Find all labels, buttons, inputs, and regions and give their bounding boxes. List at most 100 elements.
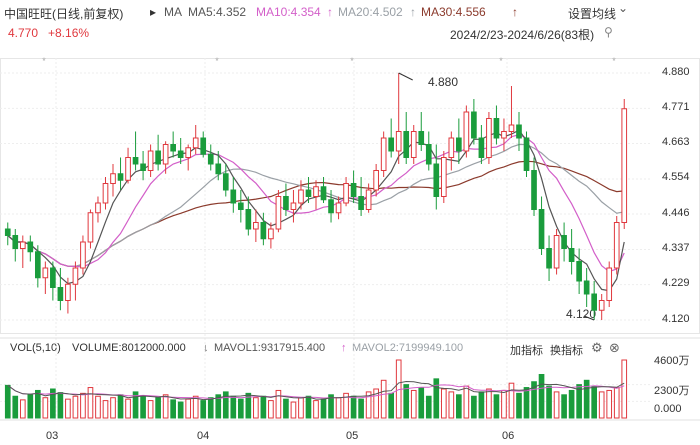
y-label-6: 4.229 (662, 277, 690, 289)
candle-body (350, 183, 357, 197)
candle-body (268, 228, 274, 240)
volume-bar (170, 399, 176, 419)
candle-body (230, 189, 237, 204)
vol-title: VOL(5,10) (10, 342, 61, 354)
candle-body (72, 267, 79, 285)
candle-body (170, 144, 176, 152)
volume-bar (501, 389, 507, 419)
volume-bar (448, 391, 455, 419)
volume-bar (200, 400, 207, 419)
candle-body (50, 267, 56, 288)
ma30-value: MA30:4.556 (421, 5, 486, 19)
volume-bar (486, 388, 492, 419)
volume-bar (621, 359, 628, 419)
mavol2-arrow: ↑ (341, 342, 347, 354)
price-change: +8.16% (48, 26, 90, 40)
close-icon[interactable]: ⊗ (609, 340, 620, 355)
candle-body (365, 189, 372, 210)
date-label-0: 03 (46, 430, 59, 442)
candle-body (305, 189, 312, 197)
mavol2-value: MAVOL2:7199949.100 (352, 342, 464, 354)
date-label-1: 04 (197, 430, 210, 442)
candle-body (117, 173, 124, 181)
ma10-arrow: ↑ (327, 5, 333, 19)
volume-bar (102, 400, 109, 419)
volume-bar (358, 398, 364, 419)
gear-icon[interactable]: ⚙ (591, 340, 603, 355)
candle-body (313, 186, 319, 197)
volume-bar (433, 378, 440, 419)
add-indicator-button[interactable]: 加指标 (510, 345, 543, 357)
volume-bar (12, 395, 19, 419)
volume-bar (516, 392, 522, 419)
volume-bar (456, 394, 462, 419)
candle-body (606, 267, 613, 301)
candle-body (448, 137, 455, 158)
candle-body (583, 280, 590, 295)
settings-ma-button[interactable]: 设置均线 (568, 7, 617, 21)
volume-bar (365, 391, 372, 419)
volume-bar (508, 382, 515, 419)
candle-body (433, 163, 440, 197)
volume-bar (27, 394, 34, 419)
volume-bar (591, 385, 597, 419)
vol-y-label-2: 0.000 (654, 403, 682, 415)
volume-bar (245, 392, 252, 419)
date-label-3: 06 (502, 430, 515, 442)
volume-bar (388, 392, 395, 419)
volume-bar (320, 398, 327, 419)
candle-body (140, 163, 146, 171)
candle-body (132, 157, 139, 165)
volume-bar (290, 401, 297, 419)
candle-body (222, 173, 229, 191)
volume-bar (313, 400, 319, 419)
candle-body (12, 235, 19, 249)
volume-bar (613, 387, 620, 419)
volume-bar (42, 397, 49, 419)
y-label-3: 4.554 (662, 171, 690, 183)
volume-bar (403, 384, 410, 419)
switch-indicator-button[interactable]: 换指标 (550, 345, 583, 357)
candle-body (538, 209, 545, 249)
candle-body (328, 199, 334, 214)
candle-body (57, 287, 64, 301)
pin-icon[interactable]: ⚲ (604, 25, 613, 39)
volume-bar (478, 391, 485, 419)
candle-body (358, 196, 364, 210)
candle-body (456, 137, 462, 152)
ma10-value: MA10:4.354 (256, 5, 321, 19)
volume-bar (418, 387, 425, 419)
volume-bar (177, 401, 184, 419)
volume-bar (237, 398, 244, 419)
play-icon[interactable]: ▸ (150, 5, 157, 19)
mavol1-value: MAVOL1:9317915.400 (214, 342, 326, 354)
volume-bar (147, 400, 154, 419)
candle-body (373, 170, 379, 191)
chevron-down-icon[interactable]: ⌄ (618, 1, 629, 15)
ma30-arrow: ↑ (512, 5, 518, 19)
candle-body (531, 170, 537, 210)
candle-body (298, 189, 304, 204)
low-arrow (583, 315, 595, 321)
volume-bar (350, 395, 357, 419)
candle-body (185, 147, 192, 158)
candle-body (516, 124, 522, 139)
date-label-2: 05 (346, 430, 359, 442)
volume-bar (140, 395, 146, 419)
ma-label: MA (164, 5, 182, 19)
candle-body (162, 144, 169, 165)
volume-bar (132, 391, 139, 419)
candle-body (463, 111, 470, 152)
volume-bar (72, 395, 79, 419)
volume-bar (335, 397, 342, 419)
volume-bar (260, 395, 267, 419)
candle-body (290, 202, 297, 210)
candle-body (380, 137, 387, 171)
event-marker: * (350, 56, 354, 66)
candle-body (343, 183, 349, 204)
mavol1-line (7, 380, 625, 401)
volume-bar (283, 398, 289, 419)
ma5-value: MA5:4.352 (188, 5, 247, 19)
volume-bar (19, 399, 26, 419)
